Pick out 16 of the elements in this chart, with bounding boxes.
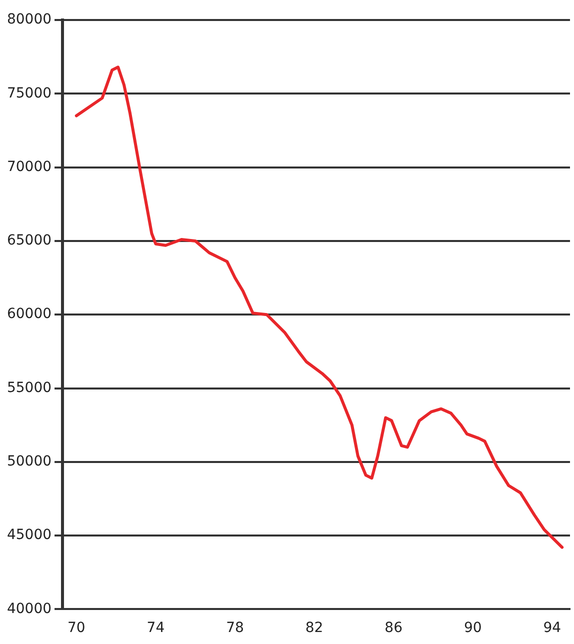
y-tick-label: 40000: [6, 600, 52, 617]
y-tick-label: 60000: [6, 306, 52, 322]
x-tick-label: 94: [543, 620, 562, 636]
x-tick-label: 70: [68, 620, 86, 636]
y-tick-label: 65000: [6, 232, 52, 249]
y-tick-label: 55000: [6, 380, 52, 396]
x-tick-label: 78: [226, 620, 244, 636]
y-tick-label: 80000: [6, 12, 52, 28]
x-tick-label: 90: [464, 620, 482, 636]
y-tick-label: 50000: [6, 454, 52, 470]
y-tick-label: 75000: [6, 85, 52, 102]
x-tick-label: 74: [146, 620, 165, 636]
x-tick-label: 82: [305, 620, 324, 636]
y-tick-label: 45000: [6, 527, 52, 544]
x-tick-label: 86: [384, 620, 403, 636]
y-tick-label: 70000: [6, 158, 52, 175]
